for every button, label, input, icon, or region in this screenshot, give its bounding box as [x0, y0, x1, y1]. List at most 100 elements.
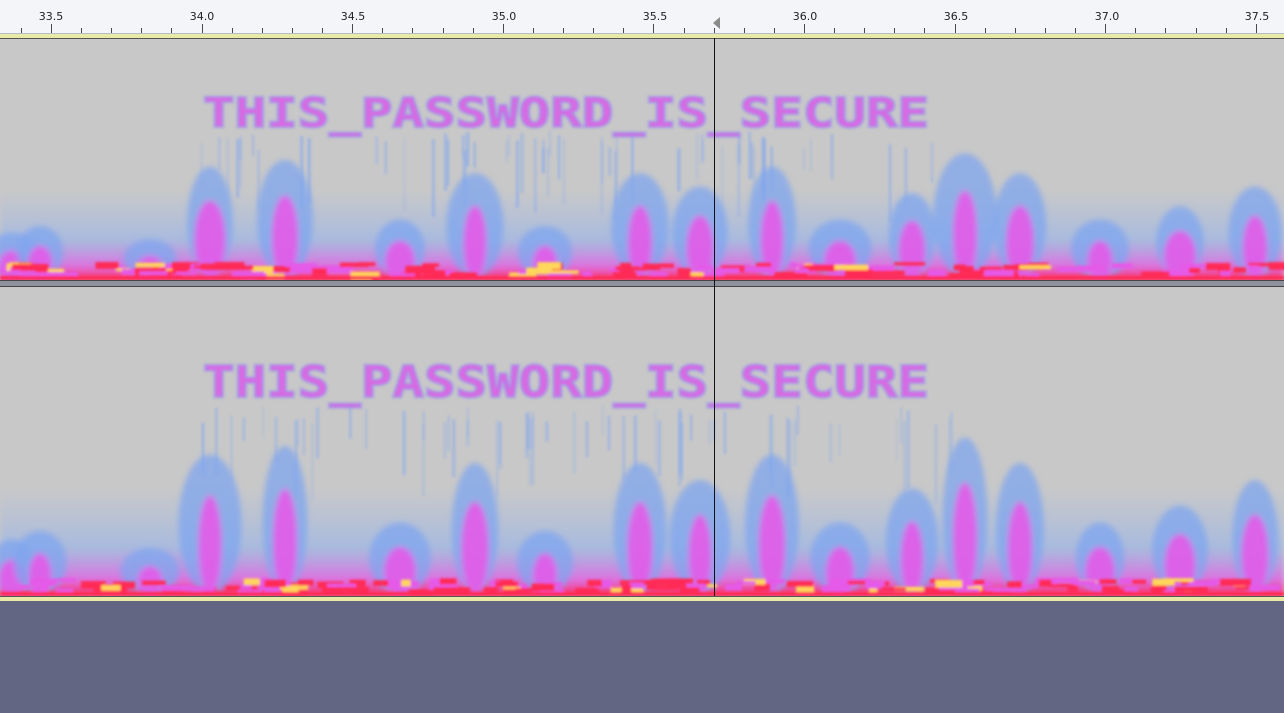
band-cell: [1205, 263, 1231, 271]
band-cell: [874, 587, 907, 591]
band-cell: [1048, 584, 1074, 588]
streak: [654, 410, 657, 465]
ruler-tick: [503, 24, 504, 33]
spectrogram-channel-right[interactable]: THIS_PASSWORD_IS_SECURE: [0, 287, 1284, 596]
ruler-tick: [202, 24, 203, 33]
burst-inner: [628, 205, 652, 280]
spectrogram-channel-left[interactable]: THIS_PASSWORD_IS_SECURE: [0, 39, 1284, 280]
burst-inner: [1006, 205, 1034, 280]
band-cell: [957, 585, 983, 591]
empty-track-area[interactable]: [0, 601, 1284, 713]
streak: [200, 143, 203, 188]
streak: [601, 404, 604, 435]
band-cell: [648, 271, 668, 278]
streak: [737, 144, 741, 217]
ruler-tick: [563, 28, 564, 33]
band-cell: [215, 264, 237, 270]
ruler-label-34-0: 34.0: [189, 10, 215, 23]
streak: [422, 410, 425, 441]
band-cell: [1070, 580, 1097, 586]
band-cell: [1099, 579, 1117, 584]
band-cell: [550, 270, 579, 274]
ruler-tick: [473, 28, 474, 33]
streak: [934, 424, 938, 504]
band-cell: [428, 583, 458, 591]
band-cell: [422, 263, 440, 267]
band-cell: [268, 266, 295, 272]
streak: [763, 139, 767, 214]
band-cell: [401, 579, 411, 587]
streak: [422, 423, 425, 496]
band-cell: [1188, 580, 1217, 586]
band-cell: [1174, 586, 1208, 592]
band-cell: [483, 587, 498, 594]
band-cell: [166, 265, 189, 273]
timeline-ruler[interactable]: 33.5 34.0 34.5 35.0 35.5 36.0 36.5 37.0 …: [0, 0, 1284, 34]
band-cell: [824, 584, 850, 592]
band-cell: [870, 581, 885, 586]
band-cell: [947, 588, 980, 594]
burst-inner: [1007, 501, 1033, 595]
band-cell: [43, 271, 77, 276]
band-cell: [1044, 578, 1079, 583]
band-cell: [962, 579, 974, 587]
streak: [274, 416, 278, 463]
streak: [526, 412, 530, 450]
band-cell: [200, 263, 217, 270]
ruler-tick: [924, 28, 925, 33]
streak: [802, 148, 805, 170]
streak: [633, 415, 638, 471]
streak: [403, 137, 406, 211]
streak: [600, 141, 604, 185]
band-cell: [1106, 589, 1134, 595]
band-cell: [66, 272, 79, 277]
burst-inner: [952, 482, 978, 594]
band-cell: [735, 581, 756, 585]
ruler-tick: [1075, 28, 1076, 33]
band-cell: [1235, 586, 1250, 590]
band-cell: [1101, 585, 1119, 592]
band-cell: [938, 586, 968, 591]
burst-inner: [1242, 215, 1268, 280]
band-cell: [57, 578, 77, 582]
streak: [903, 421, 907, 492]
band-cell: [450, 587, 471, 596]
ruler-label-33-5: 33.5: [38, 10, 64, 23]
band-cell: [711, 268, 740, 273]
band-cell: [383, 579, 396, 586]
band-cell: [1078, 265, 1105, 272]
burst-inner: [627, 501, 653, 595]
band-cell: [1025, 273, 1040, 278]
streak: [452, 419, 456, 478]
band-cell: [193, 265, 208, 269]
band-cell: [845, 268, 873, 277]
band-cell: [1189, 267, 1200, 274]
band-cell: [865, 265, 895, 271]
band-floor: [0, 276, 1284, 280]
playhead-marker-icon[interactable]: [713, 17, 720, 29]
burst-inner: [688, 514, 712, 596]
burst-inner: [273, 489, 297, 595]
ruler-tick: [623, 28, 624, 33]
streak: [950, 411, 954, 469]
ruler-tick: [443, 28, 444, 33]
band-cell: [894, 262, 926, 266]
ruler-tick: [382, 28, 383, 33]
streak: [262, 406, 264, 439]
streak: [242, 417, 246, 441]
band-cell: [327, 583, 356, 588]
band-cell: [965, 266, 974, 271]
streak: [770, 146, 773, 193]
streak: [402, 410, 406, 476]
band-cell: [312, 268, 327, 276]
streak: [297, 418, 299, 447]
band-cell: [959, 270, 983, 274]
band-cell: [135, 262, 165, 267]
band-cell: [756, 262, 772, 267]
band-cell: [158, 263, 172, 269]
streak: [515, 140, 519, 208]
band-cell: [35, 269, 48, 274]
band-cell: [142, 580, 166, 585]
band-cell: [121, 269, 139, 275]
band-cell: [439, 578, 457, 585]
